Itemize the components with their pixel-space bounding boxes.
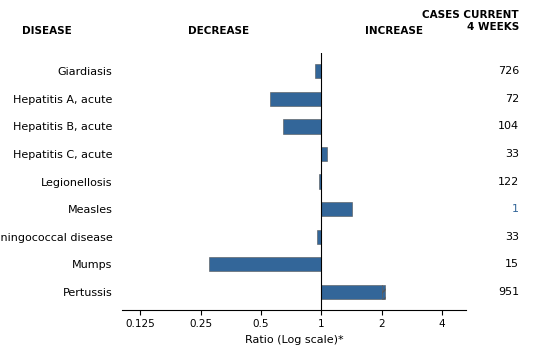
- Bar: [382, 285, 385, 299]
- Bar: [317, 230, 321, 244]
- Bar: [321, 202, 352, 216]
- Bar: [283, 119, 321, 134]
- Text: DECREASE: DECREASE: [188, 26, 249, 36]
- Bar: [321, 285, 382, 299]
- Text: 33: 33: [505, 149, 519, 159]
- Text: 15: 15: [505, 259, 519, 269]
- Text: 726: 726: [498, 66, 519, 76]
- Text: 122: 122: [498, 177, 519, 187]
- Text: CASES CURRENT: CASES CURRENT: [422, 10, 519, 20]
- Bar: [319, 174, 321, 189]
- X-axis label: Ratio (Log scale)*: Ratio (Log scale)*: [245, 335, 344, 345]
- Bar: [270, 92, 321, 106]
- Text: 1: 1: [512, 204, 519, 214]
- Bar: [321, 147, 327, 161]
- Text: 104: 104: [498, 121, 519, 131]
- Text: 4 WEEKS: 4 WEEKS: [467, 22, 519, 32]
- Text: 72: 72: [504, 94, 519, 104]
- Bar: [209, 257, 321, 271]
- Text: DISEASE: DISEASE: [22, 26, 72, 36]
- Bar: [315, 64, 321, 78]
- Text: INCREASE: INCREASE: [365, 26, 423, 36]
- Text: 33: 33: [505, 232, 519, 242]
- Text: 951: 951: [498, 287, 519, 297]
